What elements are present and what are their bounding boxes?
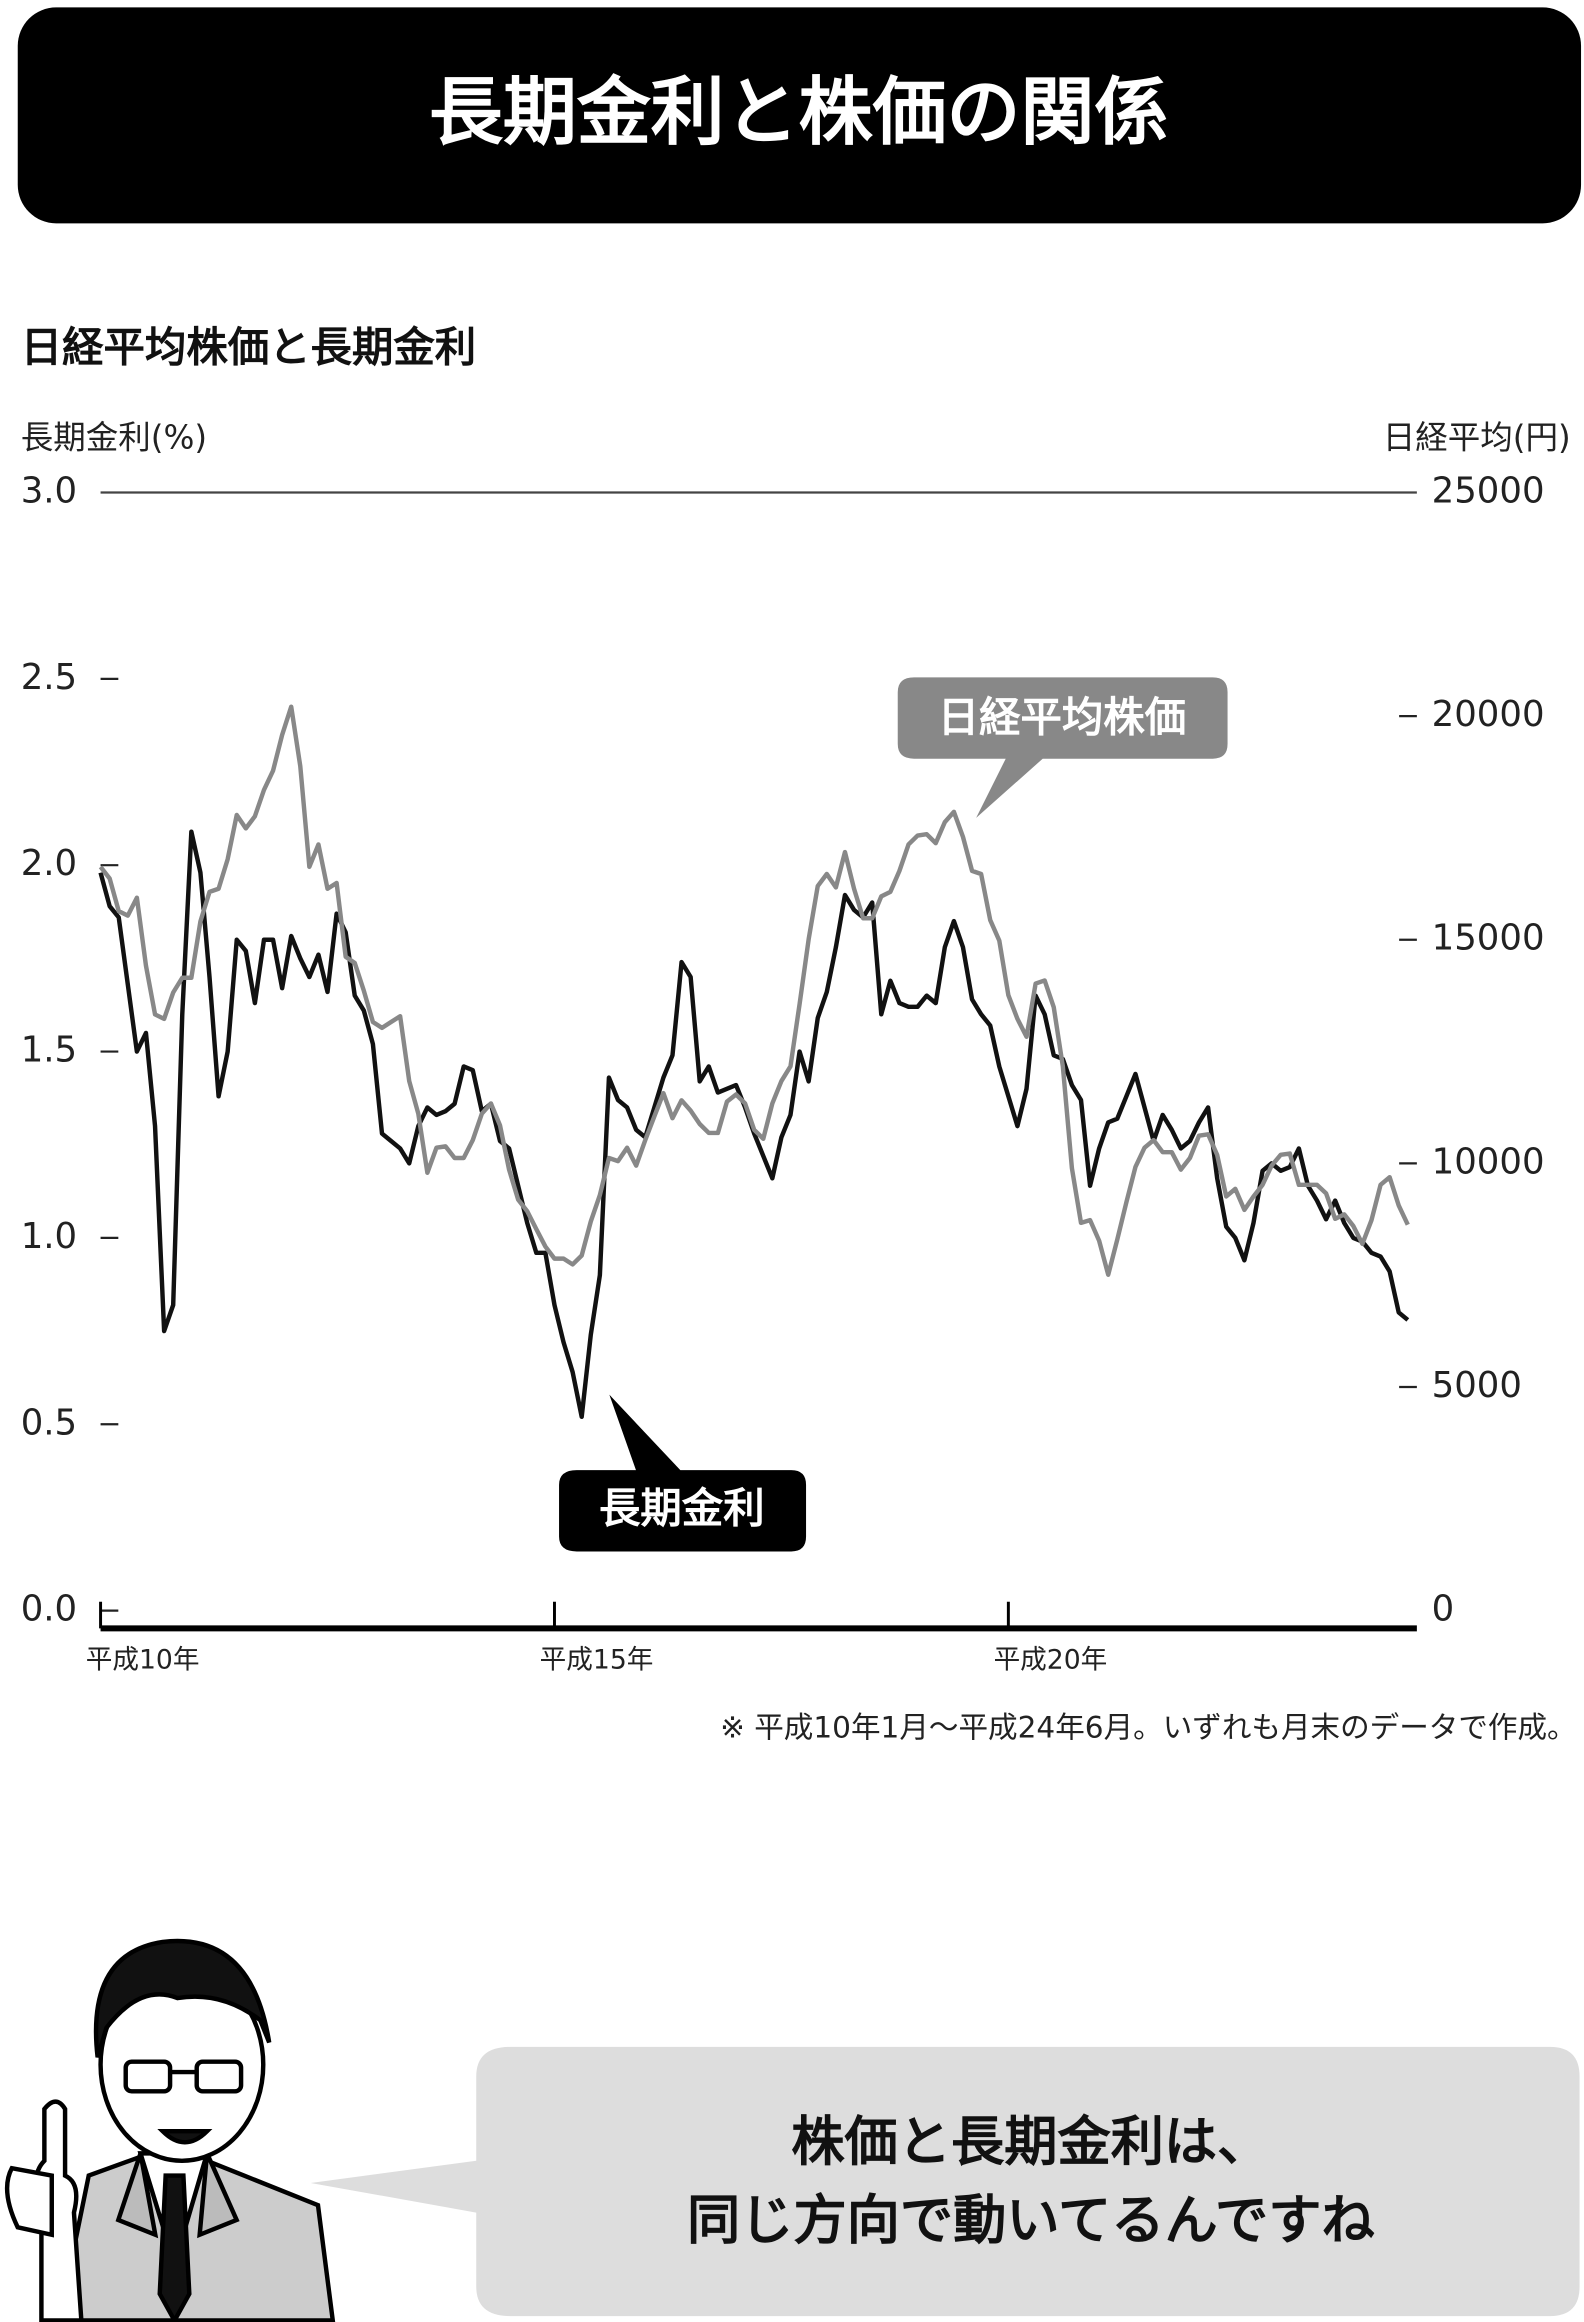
note: ※ 平成10年1月〜平成24年6月。いずれも月末のデータで作成。 xyxy=(720,1710,1577,1744)
x-tick-label: 平成15年 xyxy=(540,1644,654,1675)
y2-tick-label: 10000 xyxy=(1432,1141,1545,1182)
y-tick-label: 3.0 xyxy=(21,470,77,511)
speech-text: 同じ方向で動いてるんですね xyxy=(687,2188,1375,2251)
character xyxy=(4,1938,336,2322)
y2-tick-label: 0 xyxy=(1432,1589,1455,1630)
y2-tick-label: 25000 xyxy=(1432,470,1545,511)
speech-text: 株価と長期金利は、 xyxy=(791,2110,1270,2173)
banner-title: 長期金利と株価の関係 xyxy=(429,69,1168,155)
y-tick-label: 1.0 xyxy=(21,1216,77,1257)
series-line xyxy=(98,704,1410,1277)
chart-title: 日経平均株価と長期金利 xyxy=(21,324,476,372)
rate-callout xyxy=(559,1394,807,1552)
y2-axis-label: 日経平均(円) xyxy=(1383,418,1571,456)
y2-tick-label: 20000 xyxy=(1432,694,1545,735)
x-tick-label: 平成10年 xyxy=(86,1644,200,1675)
speech-bubble xyxy=(310,2046,1580,2317)
y2-tick-label: 15000 xyxy=(1432,918,1545,959)
y-tick-label: 2.5 xyxy=(21,657,77,698)
y-tick-label: 2.0 xyxy=(21,843,77,884)
series-line xyxy=(98,829,1410,1420)
y-tick-label: 0.0 xyxy=(21,1589,77,1630)
banner xyxy=(17,7,1582,224)
series-label: 長期金利 xyxy=(599,1485,765,1533)
nikkei-callout xyxy=(897,677,1228,818)
series-label: 日経平均株価 xyxy=(938,693,1186,741)
y-axis-label: 長期金利(%) xyxy=(21,418,207,456)
y-tick-label: 1.5 xyxy=(21,1030,77,1071)
x-tick-label: 平成20年 xyxy=(994,1644,1108,1675)
y2-tick-label: 5000 xyxy=(1432,1365,1522,1406)
y-tick-label: 0.5 xyxy=(21,1402,77,1443)
